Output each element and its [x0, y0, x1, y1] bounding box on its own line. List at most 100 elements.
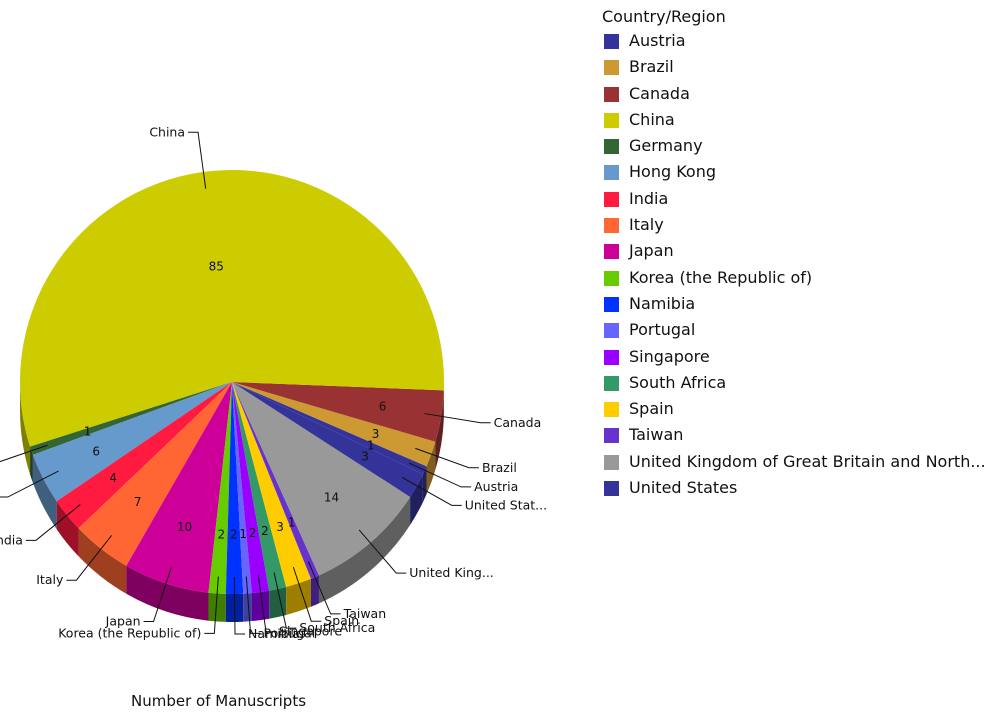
callout-label: Italy: [36, 572, 64, 587]
value-label: 4: [109, 471, 117, 485]
legend-item: United States: [602, 477, 1000, 503]
value-label: 6: [379, 400, 387, 414]
callout-line: [424, 413, 491, 424]
pie-slice-11: [225, 382, 244, 595]
legend-item: Korea (the Republic of): [602, 267, 1000, 293]
callout-label: Singapore: [279, 624, 342, 639]
pie-slice-18: [232, 382, 423, 497]
legend-label: Germany: [629, 136, 703, 156]
pie-slice-14: [232, 382, 287, 591]
legend-swatch: [604, 86, 619, 102]
pie-side-4: [20, 382, 31, 475]
legend-label: United Kingdom of Great Britain and Nort…: [629, 451, 986, 471]
legend-swatch: [604, 34, 619, 49]
legend-swatch: [604, 296, 619, 312]
pie-side-14: [269, 586, 287, 619]
pie-slice-9: [126, 382, 232, 593]
callout-label: Canada: [494, 415, 542, 430]
value-label: 1: [367, 439, 375, 453]
callout-label: Spain: [324, 613, 359, 628]
legend-swatch: [604, 428, 619, 444]
callout-line: [409, 462, 472, 488]
callout-line: [233, 577, 246, 635]
pie-side-3: [435, 390, 444, 470]
callout-line: [66, 535, 112, 581]
value-label: 3: [361, 450, 369, 464]
value-label: 1: [84, 425, 92, 439]
value-label: 1: [288, 515, 296, 529]
pie-slice-8: [78, 382, 232, 566]
legend-label: India: [629, 188, 669, 208]
legend-swatch: [604, 454, 619, 470]
callout-label: Portugal: [264, 625, 316, 640]
pie-side-7: [56, 501, 79, 557]
legend-item: Taiwan: [602, 424, 1000, 450]
legend-label: Portugal: [629, 320, 696, 340]
callout-label: India: [0, 532, 23, 547]
legend-item: Italy: [602, 214, 1000, 240]
legend-label: Namibia: [629, 293, 696, 313]
value-label: 3: [372, 427, 380, 441]
legend-item: Brazil: [602, 56, 1000, 82]
legend-swatch: [604, 112, 619, 128]
callout-label: United King...: [409, 565, 494, 580]
pie-slice-7: [56, 382, 232, 529]
callout-label: South Africa: [299, 620, 375, 635]
legend-item: South Africa: [602, 372, 1000, 398]
legend-label: South Africa: [629, 372, 727, 392]
legend-label: China: [629, 109, 675, 129]
pie-slice-10: [208, 382, 232, 594]
callout-label: China: [149, 124, 185, 139]
legend-item: China: [602, 109, 1000, 135]
legend-label: Spain: [629, 399, 674, 419]
legend-swatch: [604, 402, 619, 418]
legend-item: Namibia: [602, 293, 1000, 319]
legend-item: United Kingdom of Great Britain and Nort…: [602, 451, 1000, 477]
callout-label: United Stat...: [465, 497, 547, 512]
legend-item: Singapore: [602, 346, 1000, 372]
x-axis-label: Number of Manuscripts: [131, 692, 307, 710]
callout-label: Korea (the Republic of): [58, 625, 201, 640]
pie-slices: [20, 170, 444, 595]
pie-slice-4: [20, 170, 444, 447]
pie-side-13: [251, 590, 270, 622]
value-label: 2: [249, 526, 257, 540]
value-label: 2: [217, 527, 225, 541]
callout-label: Taiwan: [343, 606, 387, 621]
pie-depth: [20, 382, 444, 622]
pie-side-9: [126, 565, 209, 621]
pie-slice-17: [232, 382, 411, 576]
pie-slice-6: [32, 382, 232, 502]
value-label: 2: [261, 524, 269, 538]
legend-item: Hong Kong: [602, 161, 1000, 187]
pie-slice-5: [30, 382, 233, 455]
value-label: 7: [134, 495, 142, 509]
pie-side-16: [310, 575, 319, 607]
callout-line: [292, 566, 322, 622]
callout-label: Japan: [105, 613, 141, 628]
callout-line: [143, 567, 172, 622]
legend-swatch: [604, 191, 619, 207]
legend-swatch: [604, 349, 619, 365]
callout-line: [415, 447, 479, 469]
legend-label: Canada: [629, 83, 690, 103]
legend-swatch: [604, 139, 619, 155]
legend-item: Germany: [602, 135, 1000, 161]
pie-side-1: [422, 466, 427, 503]
pie-side-6: [32, 454, 57, 530]
value-label: 85: [209, 259, 224, 273]
value-label: 6: [92, 445, 100, 459]
legend-items: Austria Brazil Canada China Germany Hong Kong…: [602, 30, 1000, 503]
legend-label: United States: [629, 478, 738, 498]
legend-item: Austria: [602, 30, 1000, 56]
value-label: 1: [239, 527, 247, 541]
legend-title: Country/Region: [602, 7, 726, 26]
pie-slice-3: [232, 382, 444, 442]
legend-item: Japan: [602, 240, 1000, 266]
callout-line: [273, 572, 297, 629]
pie-side-10: [208, 592, 226, 622]
value-label: 14: [324, 491, 339, 505]
